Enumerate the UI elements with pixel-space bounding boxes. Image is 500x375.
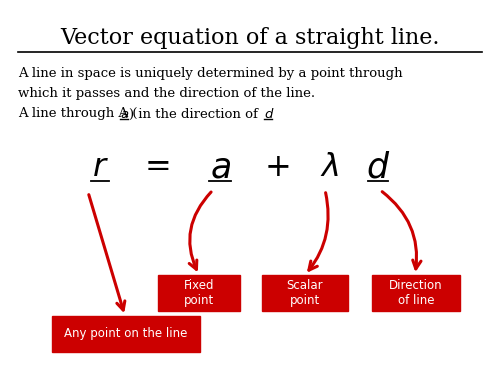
Text: $\mathit{a}$: $\mathit{a}$ [120,108,129,120]
Text: A line in space is uniquely determined by a point through: A line in space is uniquely determined b… [18,68,402,81]
Text: $\mathit{a}$: $\mathit{a}$ [210,151,231,185]
Text: Vector equation of a straight line.: Vector equation of a straight line. [60,27,440,49]
Text: A line through A (: A line through A ( [18,108,138,120]
Text: $\mathit{r}$: $\mathit{r}$ [92,153,108,183]
Text: Direction
of line: Direction of line [389,279,443,307]
Text: which it passes and the direction of the line.: which it passes and the direction of the… [18,87,315,99]
Text: $\mathit{d}$: $\mathit{d}$ [264,107,274,121]
Text: $\mathit{\lambda}$: $\mathit{\lambda}$ [320,153,340,183]
FancyBboxPatch shape [158,275,240,311]
Text: Any point on the line: Any point on the line [64,327,188,340]
FancyBboxPatch shape [262,275,348,311]
FancyBboxPatch shape [52,316,200,352]
Text: =: = [144,153,172,183]
Text: ) in the direction of: ) in the direction of [129,108,262,120]
Text: +: + [264,153,291,183]
Text: Scalar
point: Scalar point [286,279,324,307]
Text: $\mathit{d}$: $\mathit{d}$ [366,151,390,185]
Text: Fixed
point: Fixed point [184,279,214,307]
FancyBboxPatch shape [372,275,460,311]
